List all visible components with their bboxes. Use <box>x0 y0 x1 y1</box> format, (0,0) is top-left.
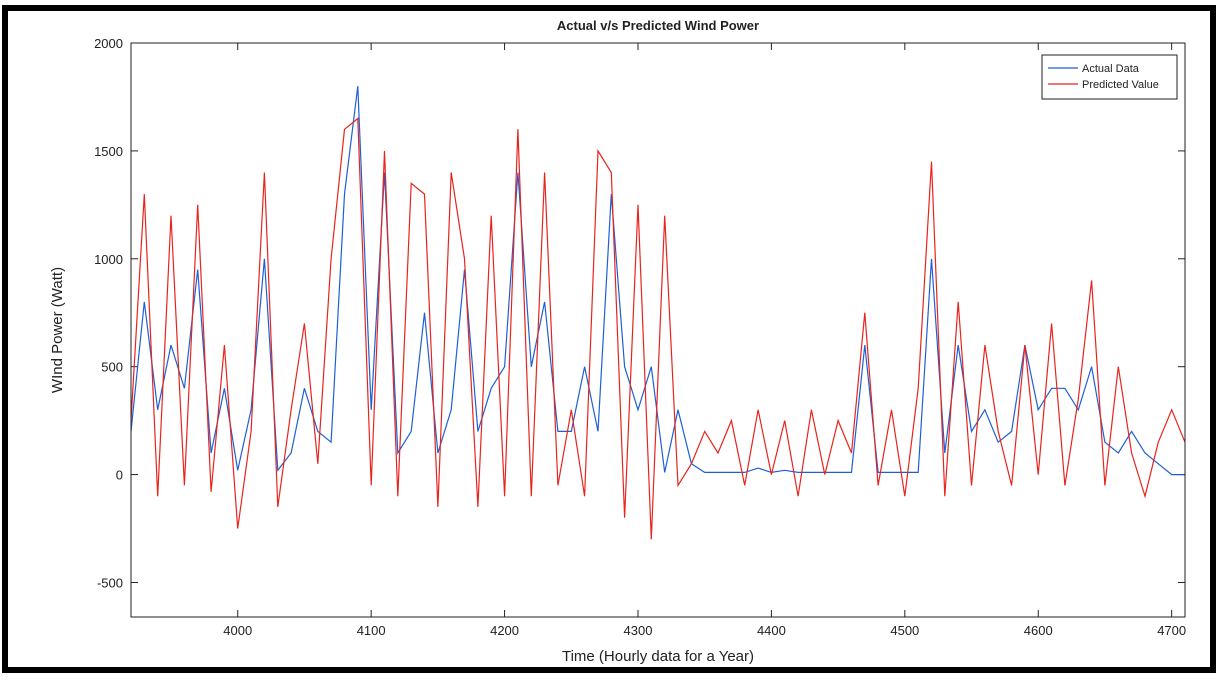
x-tick-label: 4500 <box>890 623 919 638</box>
legend-box <box>1041 54 1178 100</box>
x-tick-label: 4100 <box>357 623 386 638</box>
x-tick-label: 4300 <box>624 623 653 638</box>
chart-title: Actual v/s Predicted Wind Power <box>557 18 759 33</box>
legend-label: Predicted Value <box>1082 79 1159 91</box>
y-tick-label: 0 <box>116 468 123 483</box>
x-tick-label: 4400 <box>757 623 786 638</box>
y-tick-label: 1500 <box>94 144 123 159</box>
x-tick-label: 4200 <box>490 623 519 638</box>
plot-area <box>131 43 1185 617</box>
y-tick-label: 1000 <box>94 252 123 267</box>
y-tick-label: 2000 <box>94 36 123 51</box>
y-tick-label: -500 <box>97 575 123 590</box>
x-tick-label: 4700 <box>1157 623 1186 638</box>
x-tick-label: 4600 <box>1024 623 1053 638</box>
y-axis-label: WInd Power (Watt) <box>49 267 66 393</box>
axes-box <box>130 42 1186 618</box>
x-tick-label: 4000 <box>223 623 252 638</box>
series-line <box>131 117 1185 540</box>
series-line <box>131 86 1185 476</box>
x-axis-label: Time (Hourly data for a Year) <box>562 648 754 665</box>
legend-label: Actual Data <box>1082 63 1140 75</box>
y-tick-label: 500 <box>101 360 123 375</box>
